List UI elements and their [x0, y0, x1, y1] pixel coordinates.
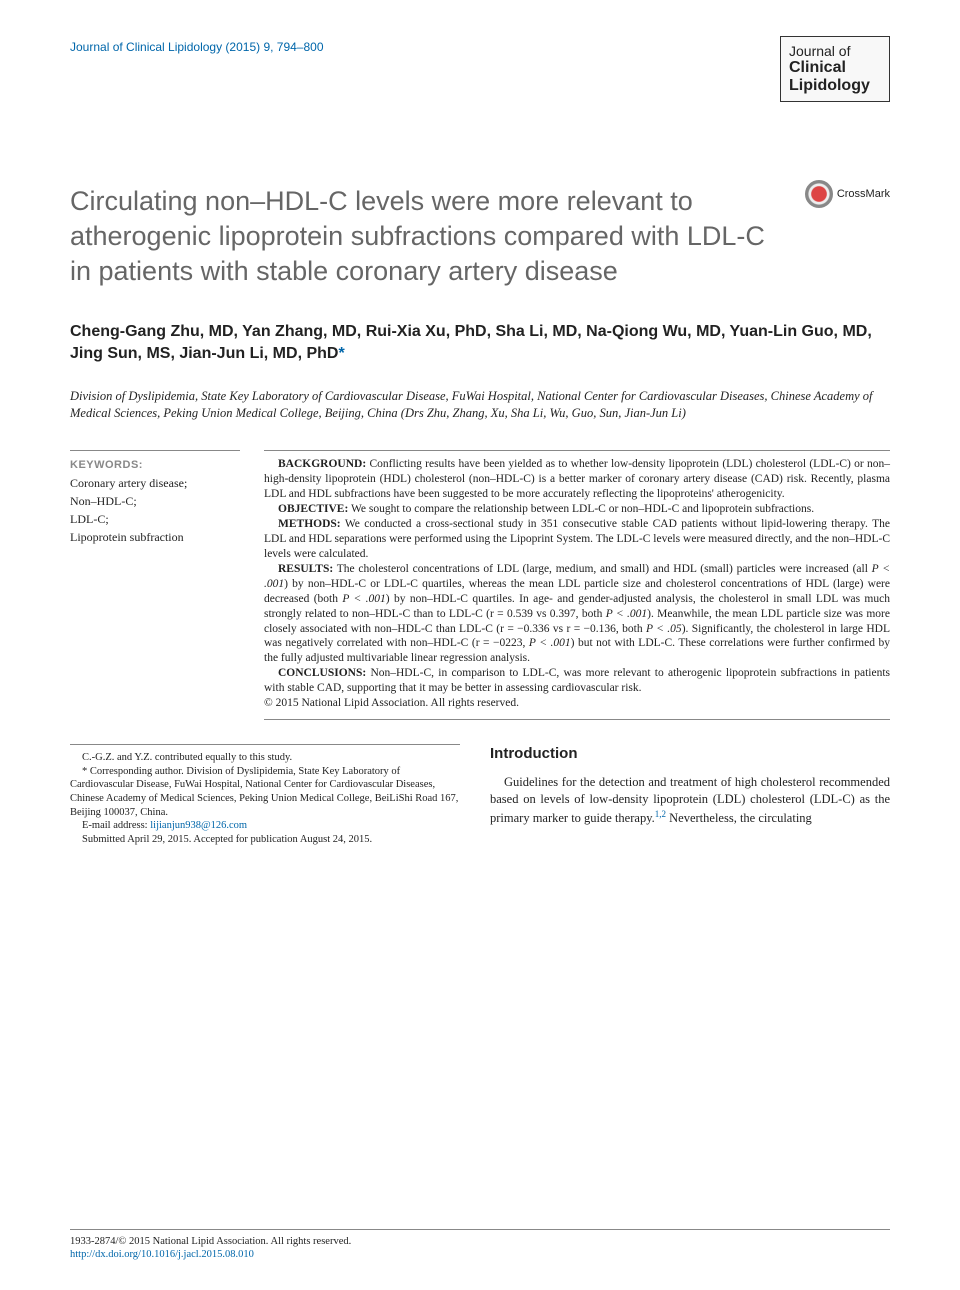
crossmark-icon [805, 180, 833, 208]
footer-block: C.-G.Z. and Y.Z. contributed equally to … [70, 744, 890, 846]
introduction-text: Guidelines for the detection and treatme… [490, 774, 890, 827]
corresponding-mark: * [338, 345, 344, 362]
introduction-heading: Introduction [490, 744, 890, 764]
email-line: E-mail address: lijianjun938@126.com [70, 819, 460, 833]
results-text-a: The cholesterol concentrations of LDL (l… [337, 563, 872, 575]
results-label: RESULTS: [278, 563, 333, 575]
intro-text-b: Nevertheless, the circulating [666, 811, 812, 825]
results-p4: P < .05 [646, 623, 682, 635]
submitted-note: Submitted April 29, 2015. Accepted for p… [70, 833, 460, 847]
doi-link[interactable]: http://dx.doi.org/10.1016/j.jacl.2015.08… [70, 1249, 254, 1260]
crossmark-badge[interactable]: CrossMark [805, 180, 890, 208]
abstract-objective: OBJECTIVE: We sought to compare the rela… [264, 502, 890, 517]
intro-ref[interactable]: 1,2 [655, 809, 666, 819]
abstract-conclusions: CONCLUSIONS: Non–HDL-C, in comparison to… [264, 666, 890, 696]
methods-text: We conducted a cross-sectional study in … [264, 518, 890, 560]
contrib-note: C.-G.Z. and Y.Z. contributed equally to … [70, 751, 460, 765]
objective-label: OBJECTIVE: [278, 503, 348, 515]
bottom-bar: 1933-2874/© 2015 National Lipid Associat… [70, 1229, 890, 1262]
footnotes-column: C.-G.Z. and Y.Z. contributed equally to … [70, 744, 460, 846]
objective-text: We sought to compare the relationship be… [351, 503, 814, 515]
keywords-column: KEYWORDS: Coronary artery disease; Non–H… [70, 450, 240, 720]
issn-copyright: 1933-2874/© 2015 National Lipid Associat… [70, 1235, 890, 1249]
keyword-item: Non–HDL-C; [70, 492, 240, 510]
abstract-column: BACKGROUND: Conflicting results have bee… [264, 450, 890, 720]
results-p5: P < .001 [529, 637, 571, 649]
journal-logo-line2: Clinical [789, 59, 881, 77]
email-label: E-mail address: [82, 820, 150, 831]
background-label: BACKGROUND: [278, 458, 366, 470]
conclusions-label: CONCLUSIONS: [278, 667, 366, 679]
journal-logo-line1: Journal of [789, 43, 881, 59]
methods-label: METHODS: [278, 518, 341, 530]
abstract-copyright: © 2015 National Lipid Association. All r… [264, 696, 890, 711]
corresponding-note: * Corresponding author. Division of Dysl… [70, 765, 460, 820]
journal-logo-line3: Lipidology [789, 77, 881, 95]
journal-citation: Journal of Clinical Lipidology (2015) 9,… [70, 40, 890, 54]
affiliation: Division of Dyslipidemia, State Key Labo… [70, 388, 890, 422]
keyword-item: Lipoprotein subfraction [70, 528, 240, 546]
keywords-heading: KEYWORDS: [70, 457, 240, 474]
article-title: Circulating non–HDL-C levels were more r… [70, 184, 770, 289]
authors-list: Cheng-Gang Zhu, MD, Yan Zhang, MD, Rui-X… [70, 321, 890, 364]
abstract-block: KEYWORDS: Coronary artery disease; Non–H… [70, 450, 890, 720]
abstract-methods: METHODS: We conducted a cross-sectional … [264, 517, 890, 562]
keyword-item: LDL-C; [70, 510, 240, 528]
authors-names: Cheng-Gang Zhu, MD, Yan Zhang, MD, Rui-X… [70, 323, 872, 362]
crossmark-label: CrossMark [837, 188, 890, 200]
journal-logo: Journal of Clinical Lipidology [780, 36, 890, 102]
results-p3: P < .001 [606, 608, 647, 620]
keyword-item: Coronary artery disease; [70, 474, 240, 492]
results-p2: P < .001 [342, 593, 385, 605]
abstract-results: RESULTS: The cholesterol concentrations … [264, 562, 890, 667]
email-link[interactable]: lijianjun938@126.com [150, 820, 247, 831]
introduction-column: Introduction Guidelines for the detectio… [490, 744, 890, 846]
abstract-background: BACKGROUND: Conflicting results have bee… [264, 457, 890, 502]
